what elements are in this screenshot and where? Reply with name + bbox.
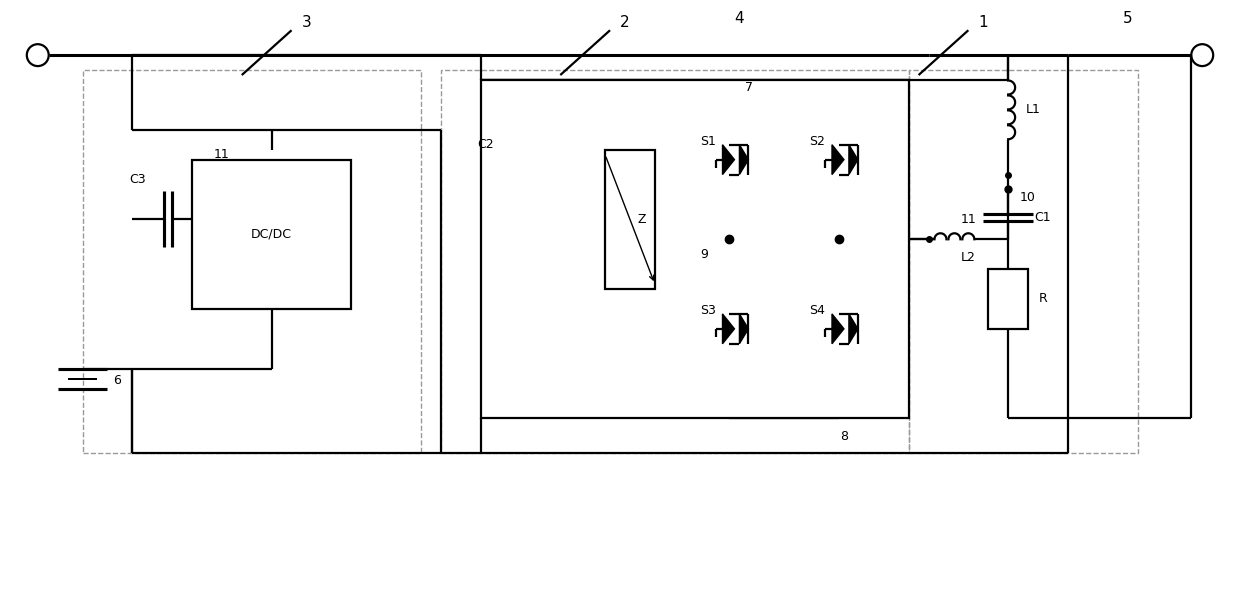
- Text: Z: Z: [637, 213, 646, 226]
- Text: S1: S1: [699, 135, 715, 148]
- Text: 4: 4: [734, 11, 744, 26]
- Text: 9: 9: [701, 248, 708, 261]
- Text: L1: L1: [1025, 104, 1040, 117]
- Text: 3: 3: [301, 15, 311, 30]
- Polygon shape: [832, 145, 844, 174]
- Bar: [605, 150, 655, 289]
- Text: C2: C2: [477, 138, 494, 151]
- Polygon shape: [849, 314, 858, 344]
- Text: 8: 8: [839, 430, 848, 443]
- Text: 7: 7: [745, 81, 754, 94]
- Bar: [192, 160, 351, 309]
- Polygon shape: [849, 145, 858, 174]
- Text: 2: 2: [620, 15, 630, 30]
- Text: S4: S4: [810, 305, 825, 317]
- Text: DC/DC: DC/DC: [252, 228, 293, 241]
- Text: 6: 6: [113, 374, 122, 387]
- Polygon shape: [723, 145, 734, 174]
- Bar: [481, 80, 909, 418]
- Text: S2: S2: [810, 135, 825, 148]
- Text: C1: C1: [1034, 211, 1052, 224]
- Polygon shape: [832, 314, 844, 344]
- Text: 5: 5: [1122, 11, 1132, 26]
- Text: C3: C3: [129, 173, 145, 186]
- Polygon shape: [723, 314, 734, 344]
- Text: 11: 11: [215, 148, 229, 161]
- Text: R: R: [1039, 293, 1048, 306]
- Text: 10: 10: [1021, 191, 1035, 204]
- Bar: [909, 70, 1137, 454]
- Bar: [441, 70, 909, 454]
- Text: 1: 1: [978, 15, 988, 30]
- Text: 11: 11: [961, 213, 976, 226]
- Bar: [83, 70, 420, 454]
- Polygon shape: [739, 314, 749, 344]
- Text: L2: L2: [961, 251, 976, 264]
- Polygon shape: [739, 145, 749, 174]
- Text: S3: S3: [699, 305, 715, 317]
- Bar: [988, 269, 1028, 329]
